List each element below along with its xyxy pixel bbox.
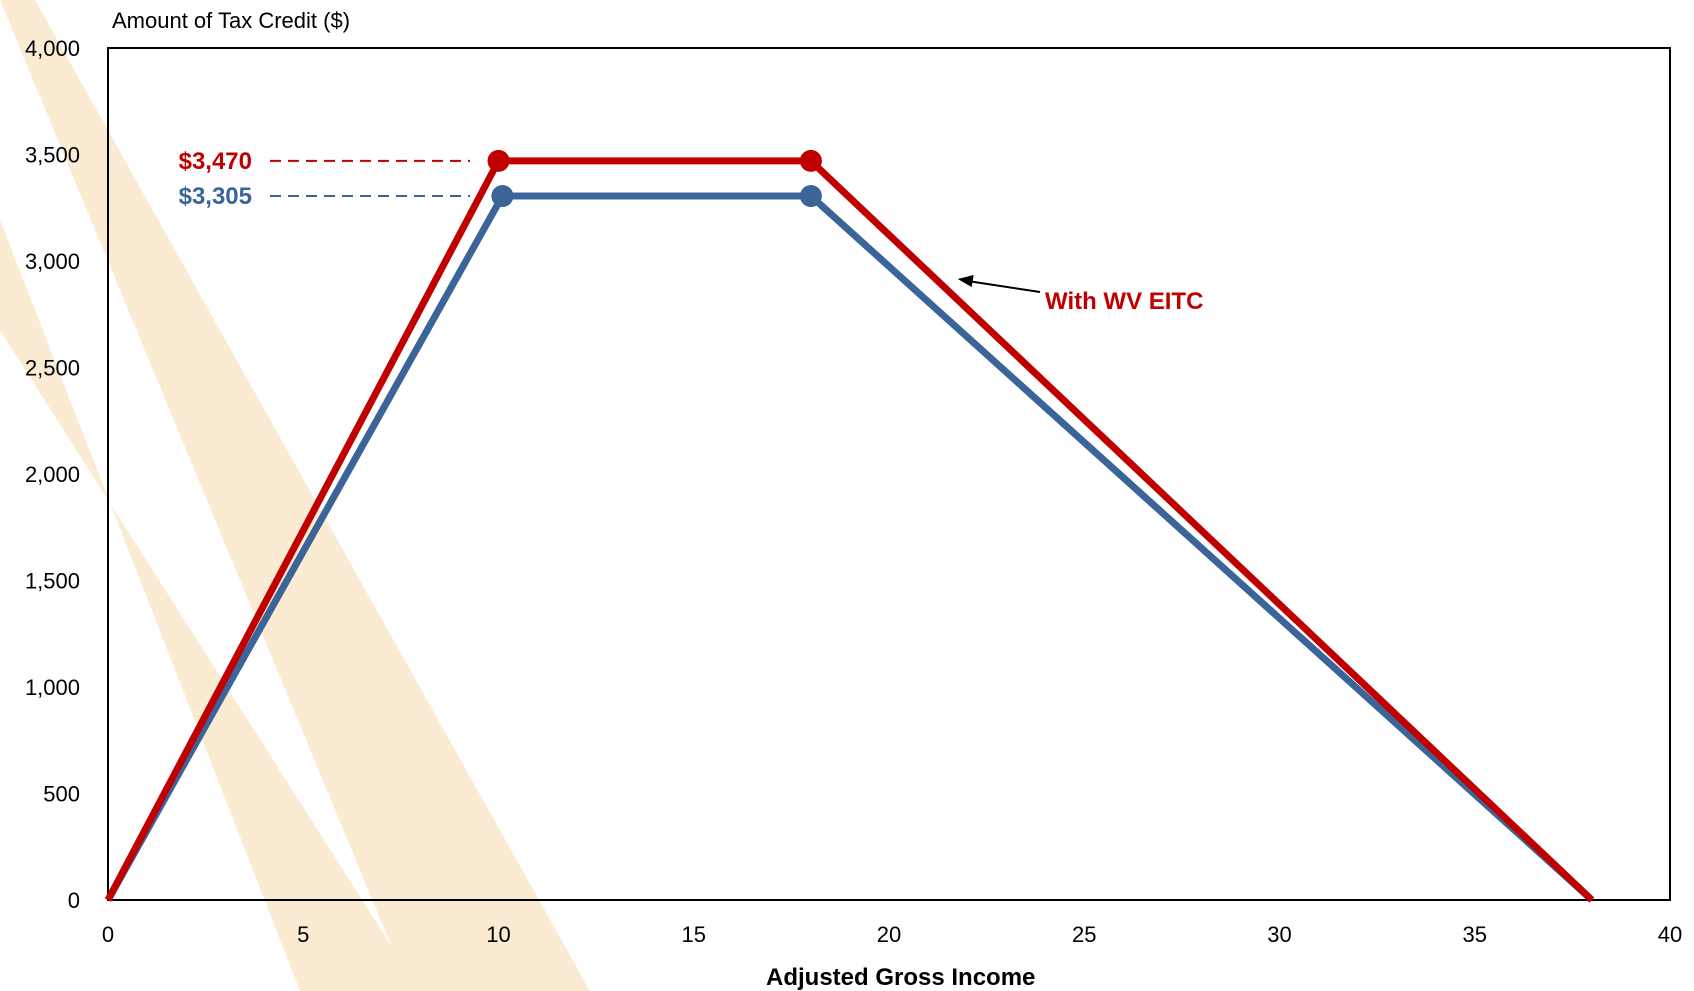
y-tick-label: 500 xyxy=(43,782,80,807)
y-tick-label: 2,000 xyxy=(25,462,80,487)
x-tick-label: 5 xyxy=(297,922,309,947)
x-tick-label: 0 xyxy=(102,922,114,947)
y-axis-ticks: 0 500 1,000 1,500 2,000 2,500 3,000 3,500 4,000 xyxy=(25,36,80,913)
series-point-marker xyxy=(487,149,510,172)
series-point-marker xyxy=(799,149,822,172)
y-tick-label: 3,500 xyxy=(25,143,80,168)
annotation-layer: $3,470 $3,305 With WV EITC xyxy=(179,148,1204,315)
x-tick-label: 20 xyxy=(877,922,901,947)
x-tick-label: 30 xyxy=(1267,922,1291,947)
value-callout-label: $3,305 xyxy=(179,183,252,210)
y-tick-label: 2,500 xyxy=(25,356,80,381)
y-tick-label: 1,500 xyxy=(25,569,80,594)
series-line xyxy=(104,157,1595,903)
value-callout-label: $3,470 xyxy=(179,148,252,175)
x-tick-label: 40 xyxy=(1658,922,1682,947)
x-tick-label: 15 xyxy=(682,922,706,947)
y-tick-label: 4,000 xyxy=(25,36,80,61)
background-stripe xyxy=(0,0,590,991)
series-point-marker xyxy=(491,185,514,208)
y-tick-label: 3,000 xyxy=(25,249,80,274)
y-tick-label: 1,000 xyxy=(25,675,80,700)
series-callout-label: With WV EITC xyxy=(1045,288,1203,315)
y-axis-label: Amount of Tax Credit ($) xyxy=(112,8,350,33)
x-tick-label: 35 xyxy=(1463,922,1487,947)
series-line xyxy=(104,192,1595,903)
y-tick-label: 0 xyxy=(68,888,80,913)
x-tick-label: 10 xyxy=(486,922,510,947)
series-layer xyxy=(104,149,1595,903)
series-point-marker xyxy=(799,185,822,208)
callout-arrow-head xyxy=(957,275,974,287)
background-stripes xyxy=(0,0,590,991)
callout-arrow-line xyxy=(967,280,1041,293)
plot-area xyxy=(107,47,1671,901)
x-axis-ticks: 0 5 10 15 20 25 30 35 40 xyxy=(102,922,1682,947)
x-tick-label: 25 xyxy=(1072,922,1096,947)
x-axis-label: Adjusted Gross Income xyxy=(766,964,1035,991)
